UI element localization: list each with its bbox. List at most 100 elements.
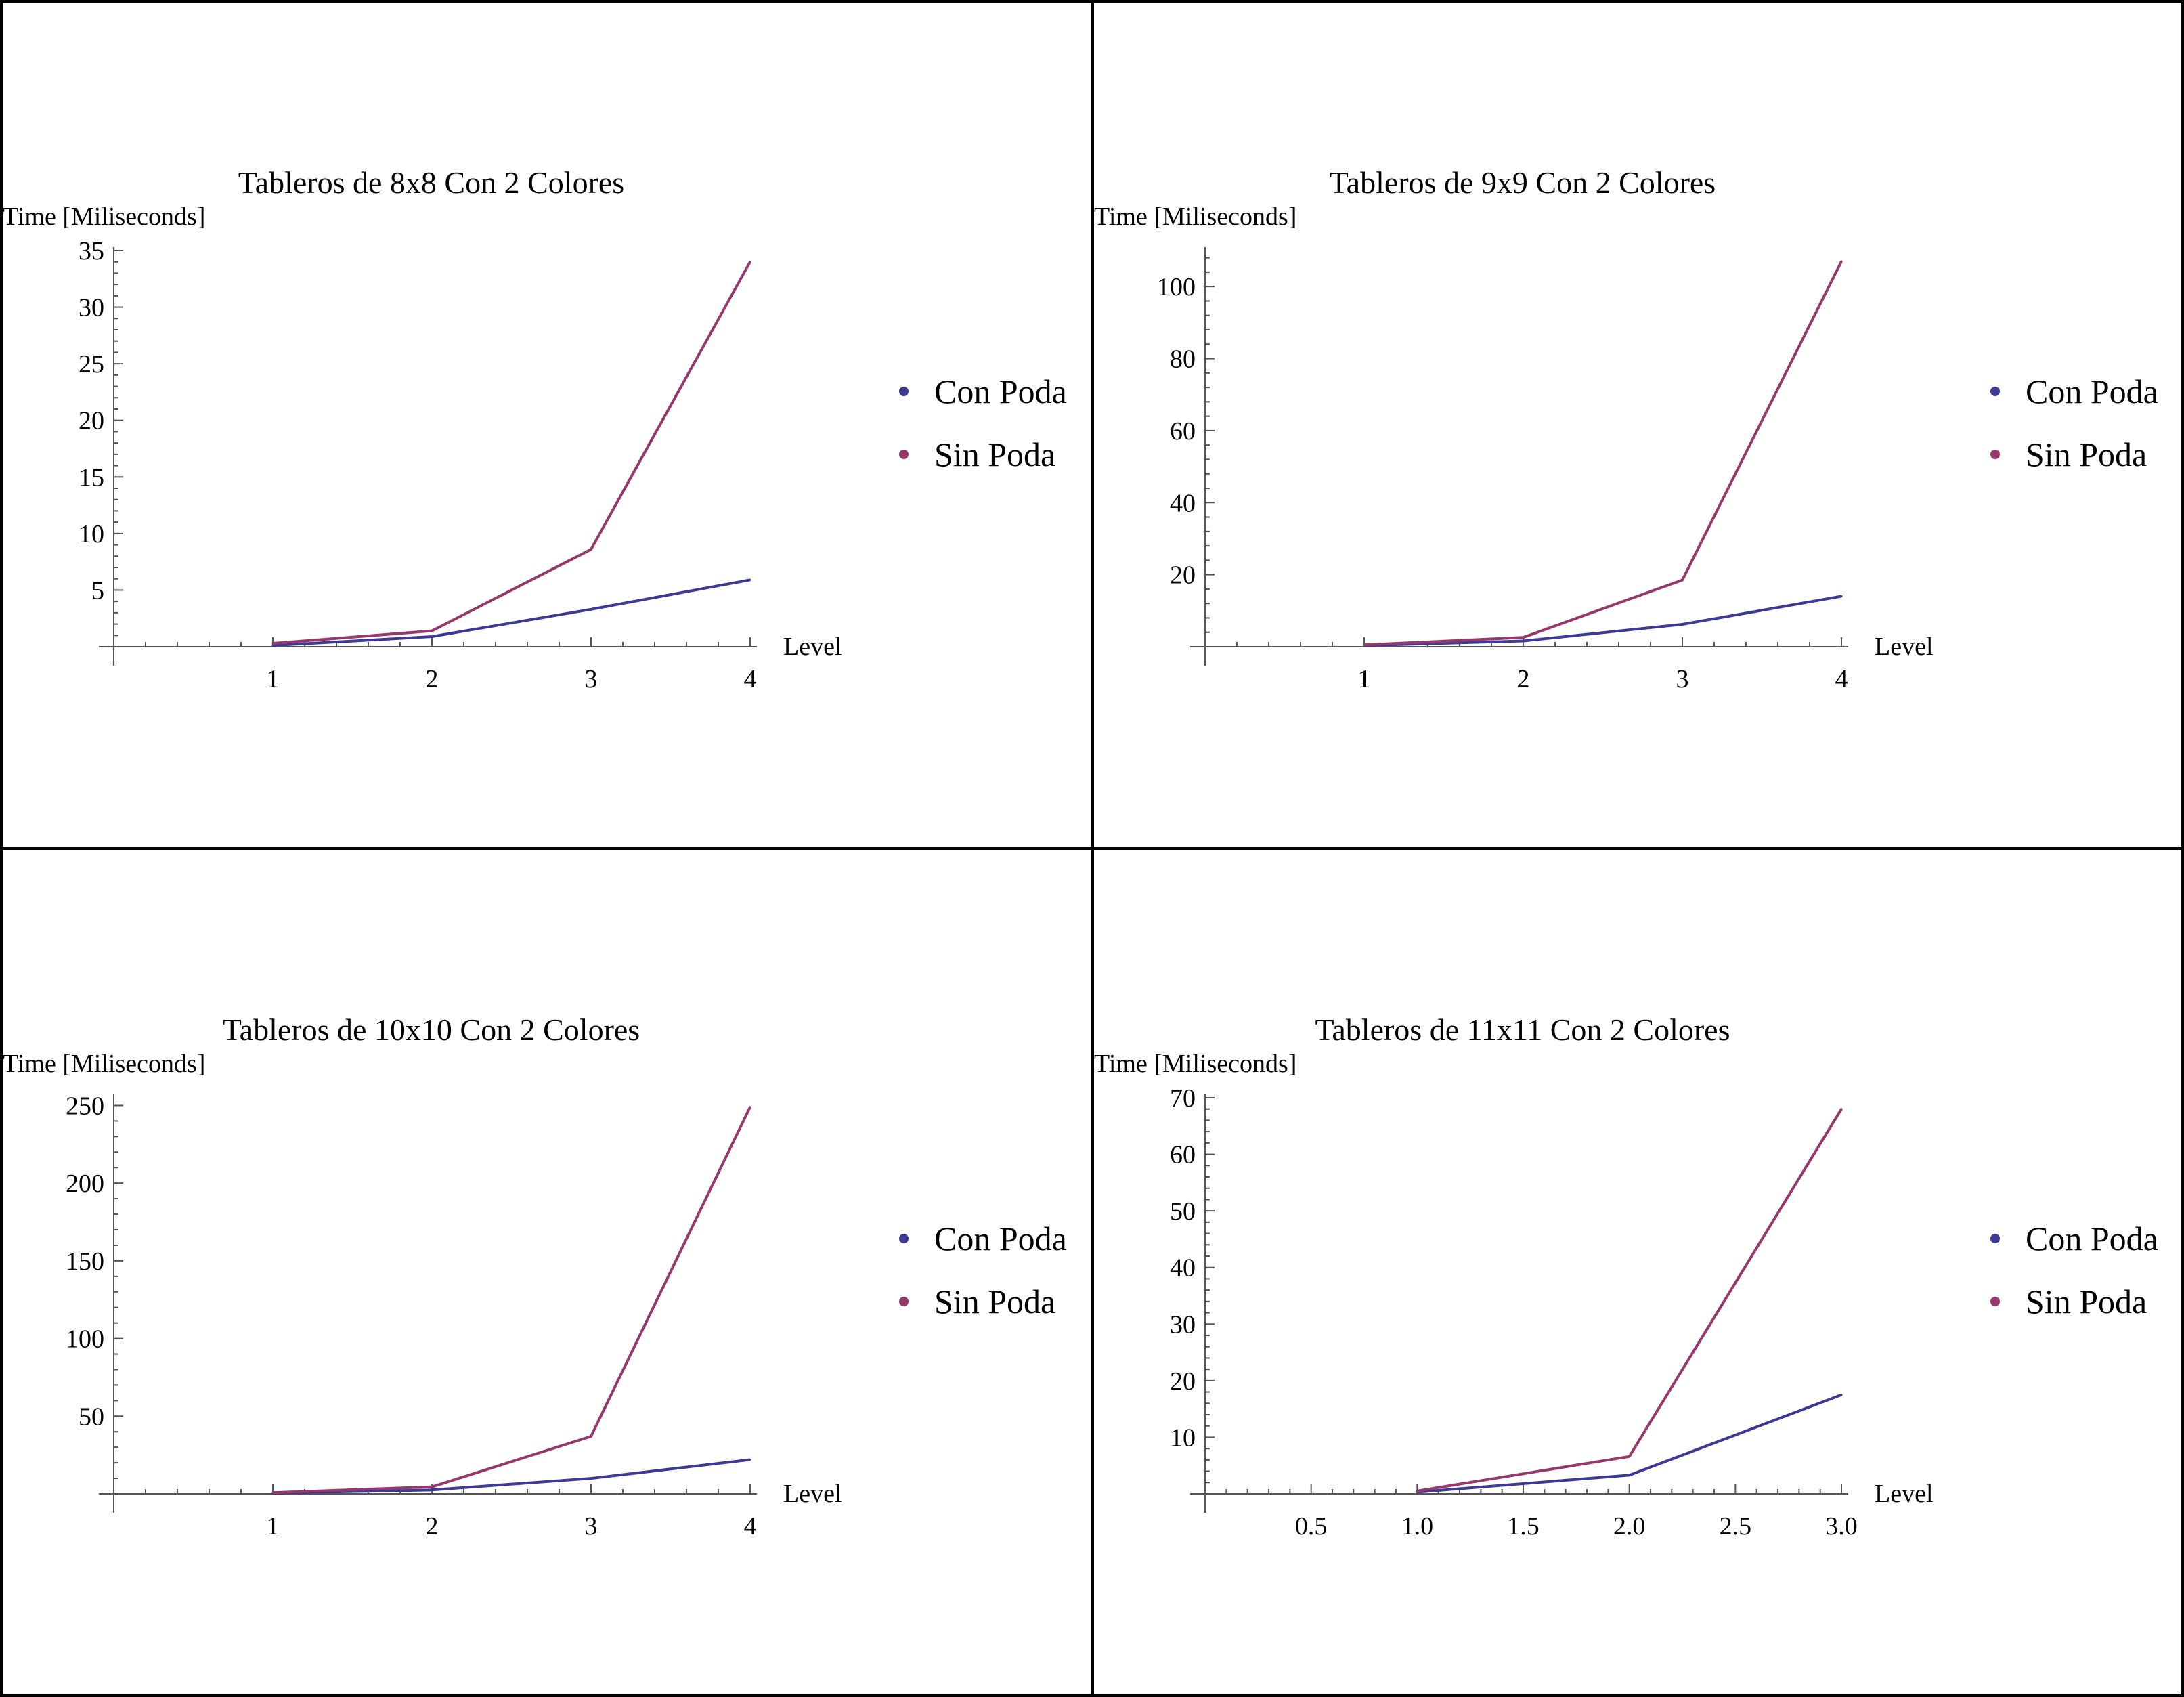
chart-title: Tableros de 8x8 Con 2 Colores: [238, 165, 624, 200]
legend-marker: [1990, 387, 2000, 396]
data-point: [1416, 1490, 1418, 1492]
y-tick-label: 200: [66, 1169, 104, 1198]
y-tick-label: 70: [1170, 1084, 1196, 1113]
x-tick-label: 3.0: [1825, 1512, 1858, 1541]
chart-title: Tableros de 11x11 Con 2 Colores: [1315, 1012, 1730, 1047]
legend-label: Sin Poda: [2026, 435, 2147, 473]
data-point: [590, 608, 592, 611]
y-tick-label: 80: [1170, 345, 1196, 374]
y-tick-label: 250: [66, 1092, 104, 1120]
legend-marker: [899, 1234, 909, 1243]
y-tick-label: 20: [1170, 1367, 1196, 1396]
legend-marker: [1990, 1234, 2000, 1243]
x-tick-label: 1: [1358, 665, 1371, 693]
x-tick-label: 2.0: [1613, 1512, 1646, 1541]
data-point: [590, 548, 592, 551]
x-tick-label: 4: [1835, 665, 1848, 693]
data-point: [749, 261, 751, 263]
data-point: [1840, 1108, 1843, 1111]
legend-marker: [1990, 450, 2000, 459]
data-point: [1840, 260, 1843, 263]
legend-label: Sin Poda: [934, 1283, 1055, 1320]
data-point: [431, 635, 433, 638]
series-line-sin-poda: [272, 1106, 751, 1495]
x-tick-label: 2: [426, 665, 439, 693]
legend-label: Con Poda: [2026, 1220, 2158, 1258]
y-tick-label: 150: [66, 1247, 104, 1276]
x-tick-label: 4: [744, 1512, 757, 1541]
data-point: [271, 1491, 274, 1494]
y-tick-label: 60: [1170, 417, 1196, 446]
legend-marker: [1990, 1297, 2000, 1306]
y-tick-label: 50: [79, 1402, 104, 1431]
data-point: [1681, 623, 1684, 626]
x-tick-label: 1.5: [1507, 1512, 1539, 1541]
y-tick-label: 30: [79, 294, 104, 322]
x-tick-label: 4: [744, 665, 757, 693]
y-tick-label: 25: [79, 350, 104, 379]
y-tick-label: 100: [66, 1325, 104, 1354]
series-line-con-poda: [1363, 595, 1842, 647]
legend-label: Con Poda: [934, 372, 1067, 410]
legend-marker: [899, 1297, 909, 1306]
y-axis-label: Time [Miliseconds]: [1094, 1050, 1296, 1078]
x-tick-label: 3: [1676, 665, 1689, 693]
data-point: [431, 630, 433, 632]
data-point: [1522, 636, 1525, 639]
y-tick-label: 15: [79, 463, 104, 492]
y-tick-label: 40: [1170, 1254, 1196, 1283]
y-tick-label: 10: [1170, 1423, 1196, 1452]
x-tick-label: 2: [426, 1512, 439, 1541]
chart-panel-1: Tableros de 8x8 Con 2 Colores Time [Milis…: [3, 165, 1067, 693]
data-point: [749, 1459, 751, 1461]
legend-label: Sin Poda: [2026, 1283, 2147, 1320]
x-tick-label: 1: [267, 665, 280, 693]
legend-label: Sin Poda: [934, 435, 1055, 473]
y-tick-label: 60: [1170, 1141, 1196, 1169]
chart-panel-3: Tableros de 10x10 Con 2 Colores Time [Mil…: [3, 1012, 1067, 1541]
data-point: [1628, 1455, 1631, 1458]
y-axis-label: Time [Miliseconds]: [3, 1050, 205, 1078]
data-point: [590, 1435, 592, 1438]
series-line-sin-poda: [272, 261, 751, 645]
data-point: [1628, 1474, 1631, 1476]
y-tick-label: 20: [79, 407, 104, 435]
y-tick-label: 100: [1157, 273, 1196, 301]
x-axis-label: Level: [1875, 632, 1934, 661]
legend-label: Con Poda: [934, 1220, 1067, 1258]
y-tick-label: 50: [1170, 1197, 1196, 1226]
y-axis-label: Time [Miliseconds]: [1094, 202, 1296, 231]
y-tick-label: 30: [1170, 1310, 1196, 1339]
data-point: [1840, 1394, 1843, 1396]
x-tick-label: 3: [585, 1512, 598, 1541]
y-tick-label: 40: [1170, 489, 1196, 517]
data-point: [431, 1486, 433, 1488]
y-tick-label: 20: [1170, 561, 1196, 590]
y-axis-label: Time [Miliseconds]: [3, 202, 205, 231]
x-tick-label: 3: [585, 665, 598, 693]
data-point: [1363, 643, 1366, 646]
data-point: [271, 642, 274, 645]
series-line-con-poda: [272, 578, 751, 647]
data-point: [749, 1106, 751, 1109]
chart-title: Tableros de 10x10 Con 2 Colores: [223, 1012, 640, 1047]
data-point: [271, 644, 274, 647]
data-point: [1840, 595, 1843, 598]
legend-label: Con Poda: [2026, 372, 2158, 410]
data-point: [749, 578, 751, 581]
data-point: [590, 1477, 592, 1480]
series-line-sin-poda: [1363, 261, 1843, 647]
x-axis-label: Level: [783, 632, 842, 661]
x-tick-label: 0.5: [1295, 1512, 1328, 1541]
y-tick-label: 35: [79, 237, 104, 265]
chart-panel-4: Tableros de 11x11 Con 2 Colores Time [Mil…: [1094, 1012, 2158, 1541]
legend-marker: [899, 387, 909, 396]
chart-panel-2: Tableros de 9x9 Con 2 Colores Time [Milis…: [1094, 165, 2158, 693]
x-tick-label: 1: [267, 1512, 280, 1541]
x-axis-label: Level: [783, 1480, 842, 1508]
chart-title: Tableros de 9x9 Con 2 Colores: [1330, 165, 1716, 200]
series-line-con-poda: [272, 1458, 751, 1495]
data-point: [1522, 639, 1525, 642]
legend-marker: [899, 450, 909, 459]
